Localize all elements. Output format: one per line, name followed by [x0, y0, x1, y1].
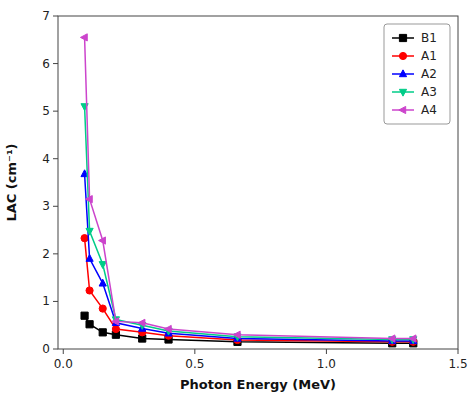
series — [81, 235, 417, 346]
data-point — [86, 254, 93, 261]
data-point — [233, 331, 240, 338]
data-point — [86, 321, 93, 328]
y-tick — [53, 301, 58, 302]
plot-frame — [58, 16, 458, 349]
series — [81, 104, 417, 344]
legend-label: B1 — [421, 31, 437, 45]
data-point — [99, 329, 106, 336]
legend-label: A1 — [421, 49, 437, 63]
y-tick — [53, 206, 58, 207]
legend-label: A4 — [421, 103, 437, 117]
legend-marker — [399, 34, 406, 41]
x-tick-label: 1.0 — [317, 357, 336, 371]
data-point — [81, 235, 88, 242]
x-tick-label: 1.5 — [448, 357, 467, 371]
legend-marker — [399, 70, 406, 77]
x-tick-label: 0.5 — [185, 357, 204, 371]
axes: 0.0 0.5 1.0 1.5 0 1 2 3 4 5 6 7 — [42, 9, 467, 371]
legend-marker — [399, 106, 406, 113]
data-point — [80, 34, 87, 41]
data-point — [99, 279, 106, 286]
y-tick-label: 2 — [42, 247, 50, 261]
y-tick — [53, 158, 58, 159]
y-tick-label: 1 — [42, 294, 50, 308]
data-point — [86, 287, 93, 294]
y-tick — [53, 16, 58, 17]
x-tick — [326, 349, 327, 354]
data-point — [112, 318, 119, 325]
plot-data — [80, 34, 416, 347]
data-point — [388, 335, 395, 342]
y-axis-label: LAC (cm⁻¹) — [4, 143, 19, 221]
x-tick-label: 0.0 — [54, 357, 73, 371]
legend-label: A2 — [421, 67, 437, 81]
series-line — [85, 106, 414, 339]
data-point — [99, 237, 106, 244]
legend-marker — [399, 52, 406, 59]
series-line — [85, 174, 414, 341]
y-tick — [53, 111, 58, 112]
y-tick-label: 0 — [42, 342, 50, 356]
y-tick — [53, 349, 58, 350]
x-tick — [63, 349, 64, 354]
y-tick-label: 6 — [42, 57, 50, 71]
legend-box — [384, 24, 450, 124]
chart: 0.0 0.5 1.0 1.5 0 1 2 3 4 5 6 7 Photon Energy (MeV) L… — [0, 0, 474, 401]
data-point — [81, 312, 88, 319]
x-tick — [194, 349, 195, 354]
data-point — [112, 325, 119, 332]
series-line — [85, 37, 414, 338]
y-tick-label: 4 — [42, 152, 50, 166]
legend: B1 A1 A2 A3 A4 — [384, 24, 450, 124]
y-tick-label: 7 — [42, 9, 50, 23]
y-tick — [53, 253, 58, 254]
y-tick-label: 5 — [42, 104, 50, 118]
x-tick — [458, 349, 459, 354]
y-tick-label: 3 — [42, 199, 50, 213]
series — [80, 34, 416, 342]
y-tick — [53, 63, 58, 64]
x-axis-label: Photon Energy (MeV) — [180, 377, 336, 392]
legend-label: A3 — [421, 85, 437, 99]
data-point — [99, 262, 106, 269]
data-point — [85, 196, 92, 203]
data-point — [138, 319, 145, 326]
data-point — [86, 228, 93, 235]
series — [81, 170, 417, 344]
data-point — [164, 325, 171, 332]
data-point — [99, 305, 106, 312]
data-point — [409, 335, 416, 342]
legend-marker — [399, 89, 406, 96]
